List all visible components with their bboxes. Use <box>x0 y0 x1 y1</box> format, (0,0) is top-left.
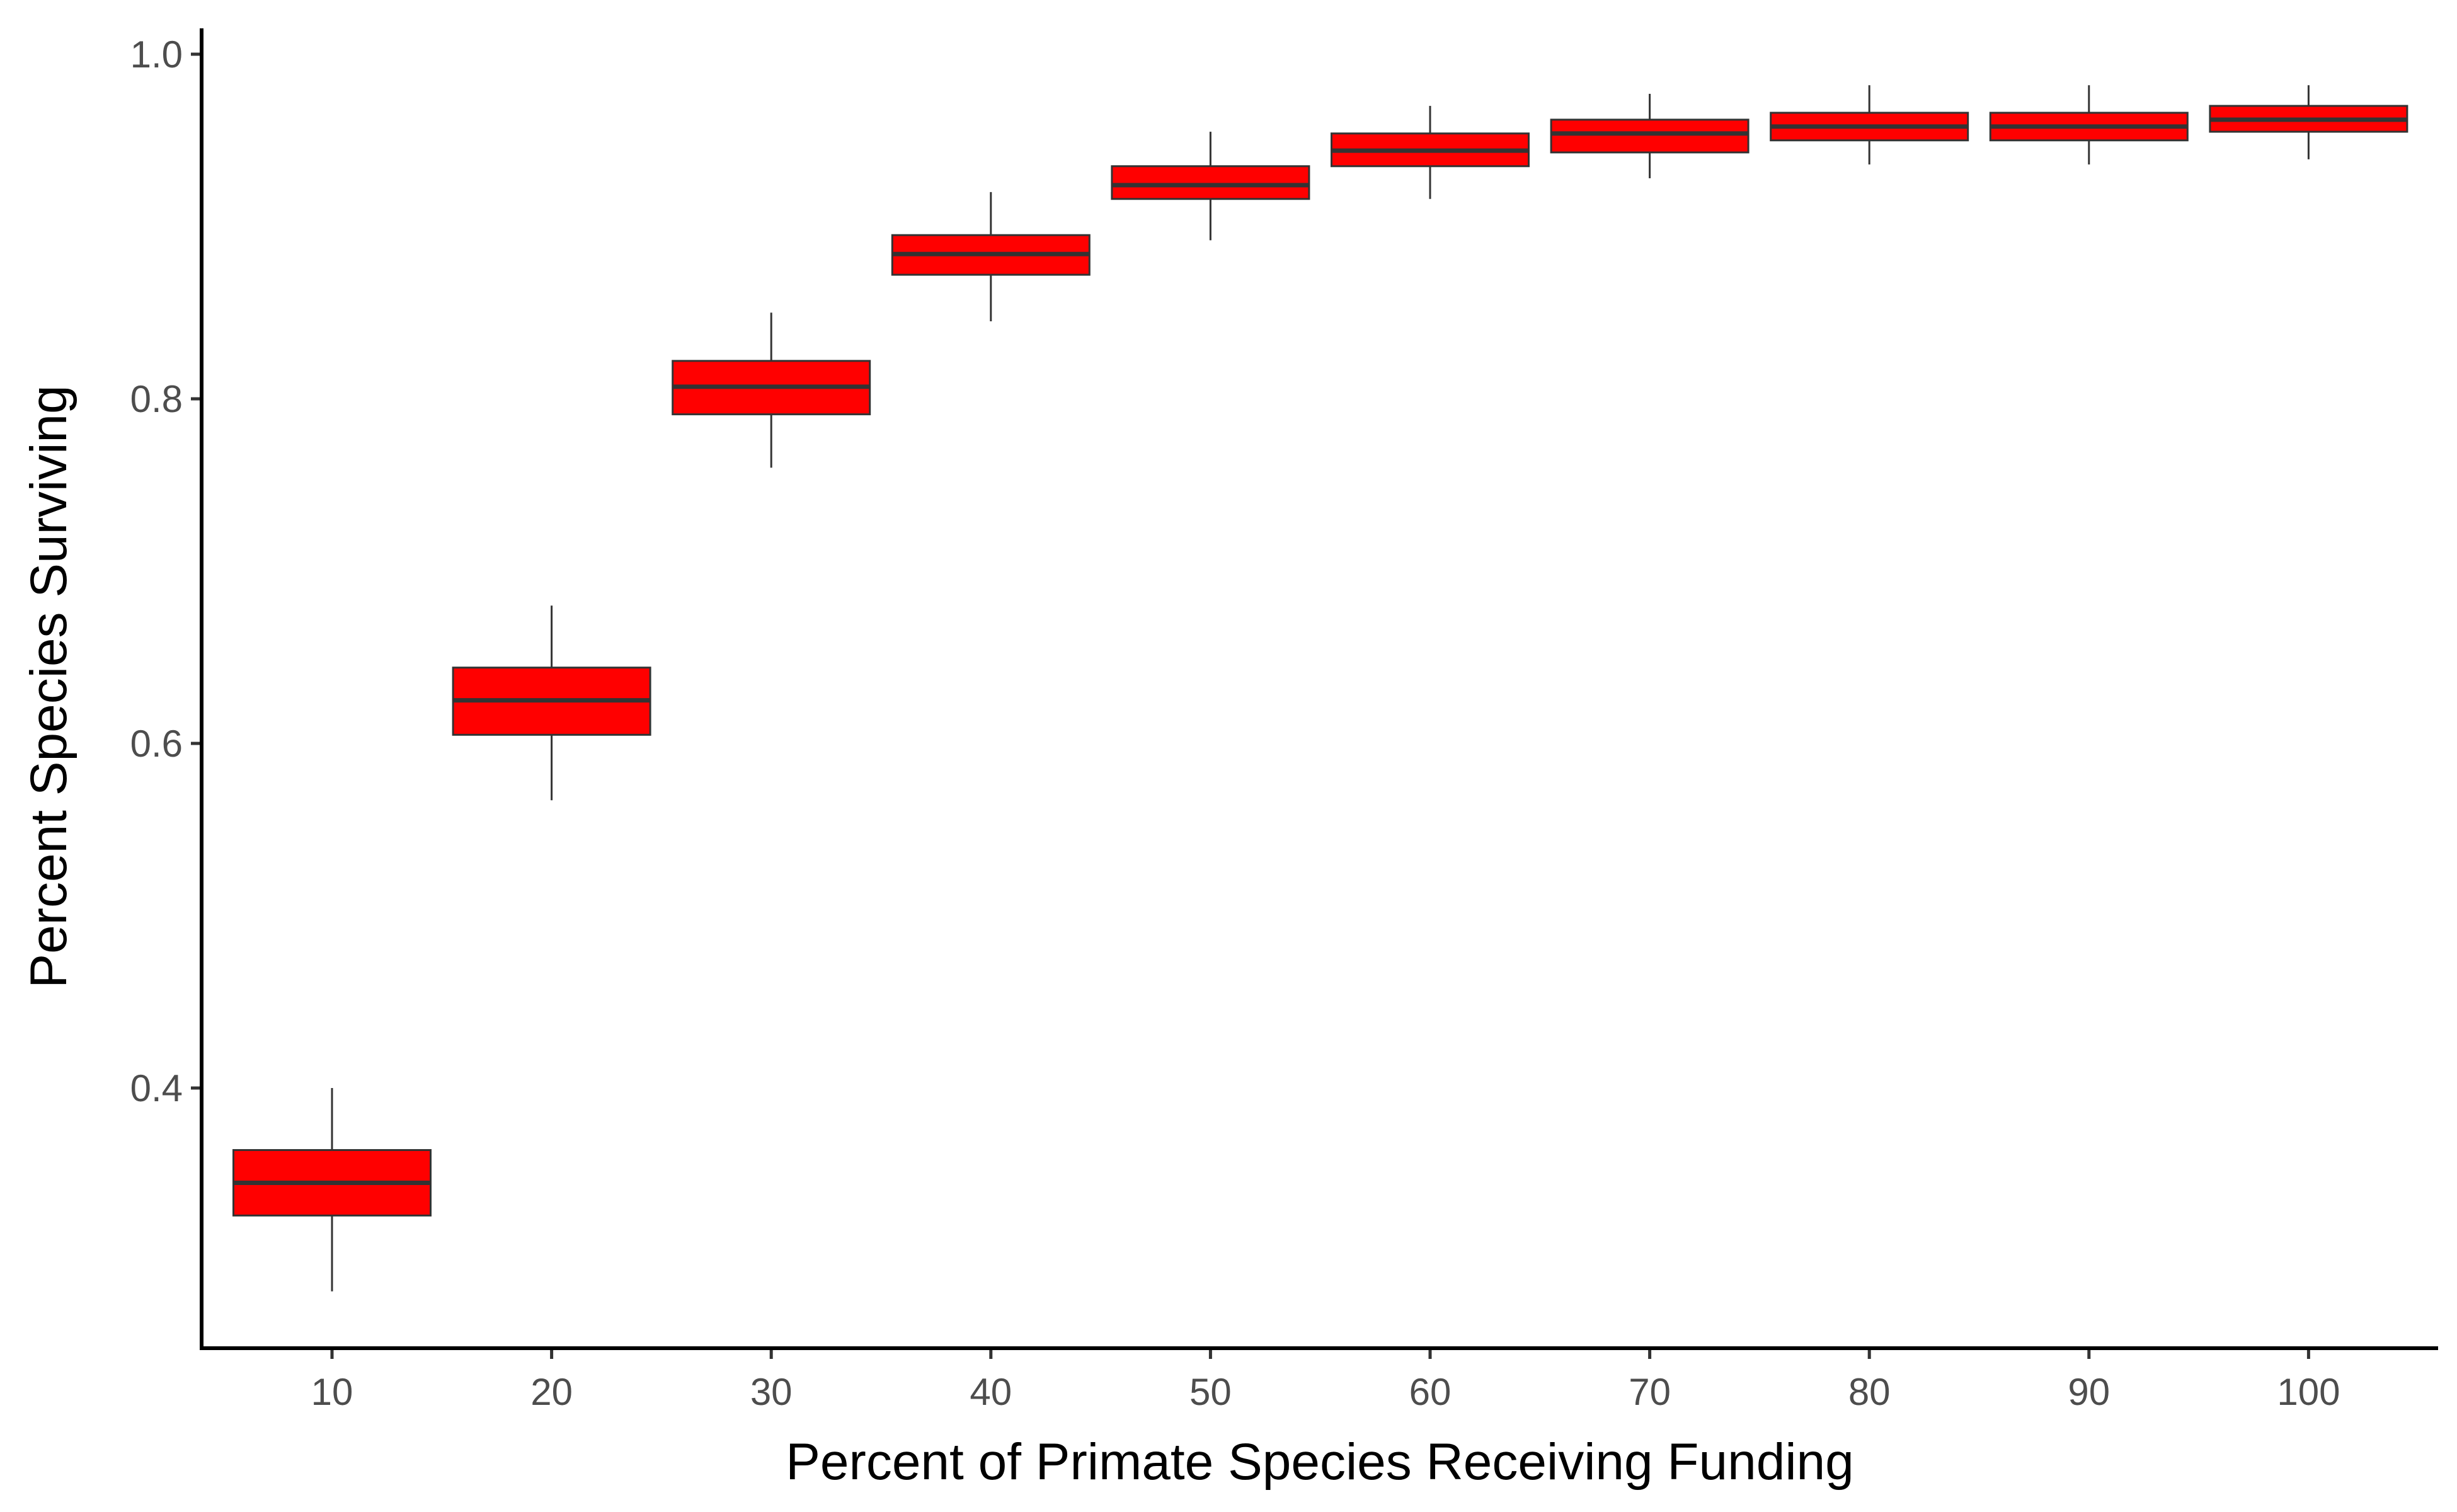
tick-marks <box>191 52 2310 1359</box>
x-axis-title: Percent of Primate Species Receiving Fun… <box>786 1433 1854 1491</box>
tick-labels: 10 20 30 40 50 60 70 80 90 100 0.4 0.6 0.8 1.0 <box>130 33 2340 1413</box>
box-10 <box>232 1088 432 1292</box>
box-60 <box>1331 106 1530 199</box>
y-tick-label-0.4: 0.4 <box>130 1067 183 1109</box>
x-tick-label-100: 100 <box>2277 1371 2340 1413</box>
box-100 <box>2209 85 2408 159</box>
iqr-box <box>1550 118 1750 154</box>
box-70 <box>1550 93 1750 178</box>
y-axis-title: Percent Species Surviving <box>20 385 77 988</box>
x-tick-label-10: 10 <box>311 1371 353 1413</box>
axes <box>200 28 2438 1350</box>
iqr-box <box>1111 165 1310 200</box>
box-30 <box>672 312 871 468</box>
x-tick-label-40: 40 <box>970 1371 1012 1413</box>
box-90 <box>1989 85 2189 165</box>
y-tick-label-0.8: 0.8 <box>130 378 183 420</box>
x-tick-label-20: 20 <box>530 1371 573 1413</box>
x-tick-label-80: 80 <box>1848 1371 1891 1413</box>
plot-marks <box>232 85 2408 1292</box>
y-tick-label-0.6: 0.6 <box>130 723 183 765</box>
x-tick-label-30: 30 <box>750 1371 793 1413</box>
box-80 <box>1770 85 1969 165</box>
box-20 <box>452 605 651 801</box>
x-tick-label-70: 70 <box>1629 1371 1671 1413</box>
y-tick-label-1.0: 1.0 <box>130 33 183 76</box>
x-tick-label-90: 90 <box>2068 1371 2110 1413</box>
x-tick-label-50: 50 <box>1189 1371 1232 1413</box>
box-50 <box>1111 132 1310 241</box>
box-40 <box>891 192 1091 321</box>
x-tick-label-60: 60 <box>1409 1371 1452 1413</box>
